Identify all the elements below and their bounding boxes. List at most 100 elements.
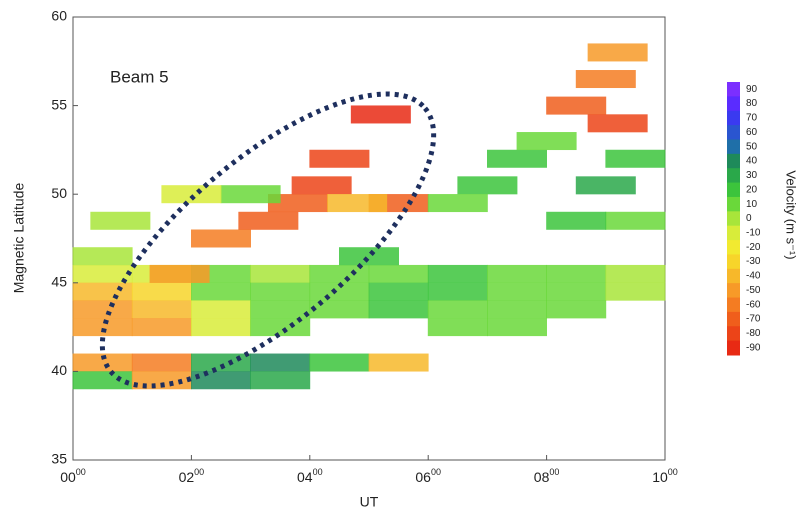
velocity-cell: [575, 176, 636, 195]
colorbar-tick-label: -90: [746, 342, 761, 353]
velocity-cell: [250, 264, 311, 283]
colorbar-cell: [727, 268, 740, 284]
colorbar-tick-label: -20: [746, 242, 761, 253]
velocity-cell: [546, 211, 607, 230]
velocity-cell: [350, 105, 411, 124]
velocity-cell: [368, 282, 429, 301]
annotation: Beam 5: [110, 67, 169, 86]
colorbar-cell: [727, 182, 740, 198]
velocity-cell: [327, 194, 388, 213]
velocity-cell: [309, 264, 370, 283]
velocity-cell: [368, 353, 429, 372]
x-tick-hour: 04: [297, 469, 313, 485]
velocity-cell: [191, 353, 251, 372]
colorbar-cell: [727, 82, 740, 97]
velocity-cell: [131, 371, 192, 390]
velocity-cell: [587, 43, 648, 62]
colorbar-cell: [727, 168, 740, 184]
velocity-cell: [309, 353, 370, 372]
velocity-cell: [238, 211, 299, 230]
colorbar-tick-label: 80: [746, 98, 758, 109]
x-tick-hour: 00: [60, 469, 76, 485]
velocity-cell: [487, 300, 547, 319]
velocity-cell: [309, 149, 370, 168]
colorbar-tick-label: 10: [746, 199, 758, 210]
velocity-cell: [546, 300, 607, 319]
x-tick-minute: 00: [313, 467, 323, 477]
colorbar-label: Velocity (m s⁻¹): [784, 170, 799, 259]
velocity-cell: [191, 282, 251, 301]
x-tick-label: 1000: [652, 467, 678, 484]
velocity-cell: [131, 318, 192, 337]
velocity-cell: [427, 300, 488, 319]
velocity-cell: [487, 282, 547, 301]
colorbar-tick-label: 40: [746, 156, 758, 167]
velocity-cell: [516, 132, 577, 151]
velocity-cell: [90, 211, 151, 230]
colorbar-cell: [727, 139, 740, 155]
velocity-cell: [605, 282, 666, 301]
velocity-cell: [220, 185, 281, 204]
colorbar-cell: [727, 110, 740, 126]
velocity-cell: [587, 114, 648, 133]
velocity-cell: [427, 194, 488, 213]
velocity-cell: [191, 229, 251, 248]
colorbar-tick-label: -40: [746, 271, 761, 282]
colorbar-cell: [727, 211, 740, 227]
velocity-cell: [191, 371, 251, 390]
colorbar-cell: [727, 297, 740, 313]
velocity-cell: [131, 282, 192, 301]
velocity-cell: [72, 264, 133, 283]
x-tick-hour: 02: [179, 469, 195, 485]
y-tick-label: 35: [51, 451, 67, 467]
velocity-cell: [487, 318, 547, 337]
x-tick-label: 0600: [415, 467, 441, 484]
velocity-cell: [250, 353, 311, 372]
velocity-cell: [605, 264, 666, 283]
colorbar-cell: [727, 254, 740, 270]
x-tick-hour: 10: [652, 469, 668, 485]
x-tick-label: 0800: [534, 467, 560, 484]
velocity-cell: [191, 318, 251, 337]
velocity-cell: [368, 264, 429, 283]
velocity-cell: [250, 371, 311, 390]
colorbar-cell: [727, 96, 740, 112]
velocity-cell: [546, 264, 607, 283]
velocity-cell: [291, 176, 352, 195]
colorbar-cell: [727, 196, 740, 212]
velocity-cell: [309, 300, 370, 319]
colorbar-cell: [727, 125, 740, 140]
x-tick-minute: 00: [549, 467, 559, 477]
colorbar-tick-label: -80: [746, 328, 761, 339]
colorbar-cell: [727, 340, 740, 356]
velocity-cell: [605, 149, 666, 168]
colorbar-tick-label: -70: [746, 314, 761, 325]
x-axis-label: UT: [360, 494, 379, 510]
velocity-cell: [427, 264, 488, 283]
velocity-cell: [250, 282, 311, 301]
y-tick-label: 60: [51, 8, 67, 24]
colorbar-cell: [727, 240, 740, 255]
colorbar-tick-label: 50: [746, 141, 758, 152]
x-tick-minute: 00: [431, 467, 441, 477]
x-tick-label: 0400: [297, 467, 323, 484]
colorbar-cell: [727, 311, 740, 327]
colorbar-cell: [727, 153, 740, 169]
colorbar-tick-label: 60: [746, 127, 758, 138]
velocity-cell: [149, 264, 210, 283]
data-layer: [72, 43, 666, 390]
colorbar-tick-label: 0: [746, 213, 752, 224]
velocity-cell: [250, 300, 311, 319]
velocity-cell: [72, 353, 133, 372]
y-axis-label: Magnetic Latitude: [11, 183, 27, 294]
colorbar-cell: [727, 225, 740, 241]
colorbar-tick-label: 70: [746, 113, 758, 124]
velocity-cell: [72, 300, 133, 319]
colorbar-tick-label: -60: [746, 299, 761, 310]
velocity-cell: [131, 300, 192, 319]
y-tick-label: 55: [51, 96, 67, 112]
velocity-cell: [368, 300, 429, 319]
highlight-ellipse: [99, 91, 437, 389]
velocity-cell: [427, 318, 488, 337]
